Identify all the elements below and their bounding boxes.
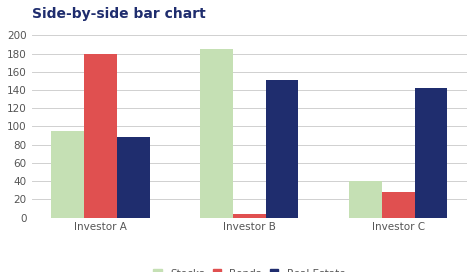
Bar — [349, 181, 382, 218]
Bar — [51, 131, 84, 218]
Bar — [415, 88, 447, 218]
Bar — [84, 54, 117, 218]
Bar — [117, 137, 150, 218]
Bar — [200, 49, 233, 218]
Text: Side-by-side bar chart: Side-by-side bar chart — [32, 7, 205, 21]
Bar — [382, 192, 415, 218]
Bar — [266, 80, 299, 218]
Legend: Stocks, Bonds, Real Estate: Stocks, Bonds, Real Estate — [149, 265, 349, 272]
Bar — [233, 214, 266, 218]
